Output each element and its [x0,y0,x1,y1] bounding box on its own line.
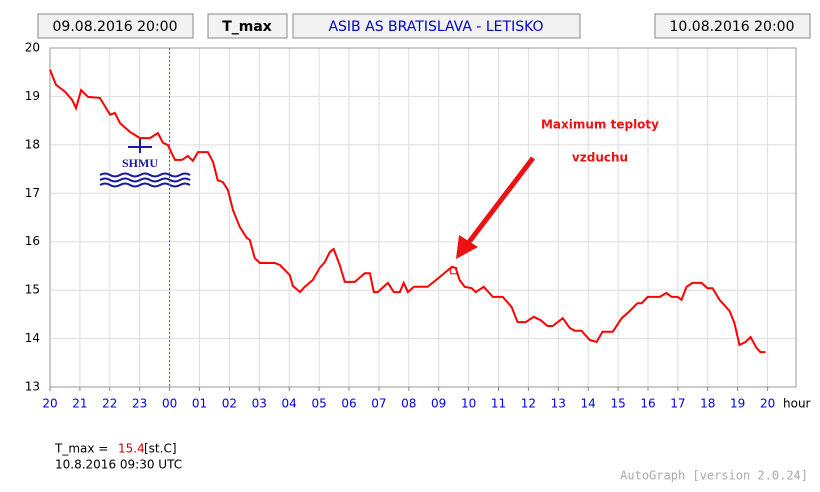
annotation: Maximum teploty [541,118,659,132]
x-tick-label: 22 [102,397,117,411]
y-tick-label: 19 [25,89,40,103]
header-box [207,13,288,39]
x-tick-label: 20 [42,397,57,411]
y-tick-label: 16 [25,234,40,248]
x-tick-label: 06 [341,397,356,411]
x-unit: hour [783,397,811,411]
x-tick-label: 02 [222,397,237,411]
x-tick-label: 08 [401,397,416,411]
station-name: ASIB AS BRATISLAVA - LETISKO [328,19,543,35]
header-box [292,13,581,39]
x-tick-label: 04 [282,397,297,411]
x-tick-label: 17 [670,397,685,411]
end-time: 10.08.2016 20:00 [670,19,795,35]
annotation: vzduchu [572,151,628,165]
x-tick-label: 21 [72,397,87,411]
x-tick-label: 19 [730,397,745,411]
header-box [37,13,194,39]
y-tick-label: 20 [25,41,40,55]
annotation-arrow [464,156,535,248]
readout-value: 15.4 [118,442,145,456]
start-time: 09.08.2016 20:00 [53,19,178,35]
x-tick-label: 11 [491,397,506,411]
y-tick-label: 14 [25,331,40,345]
x-tick-label: 15 [610,397,625,411]
readout-time: 10.8.2016 09:30 UTC [55,458,182,472]
x-tick-label: 07 [371,397,386,411]
readout-label: T_max = [54,442,108,456]
x-tick-label: 03 [252,397,267,411]
x-tick-label: 18 [700,397,715,411]
y-tick-label: 18 [25,137,40,151]
x-tick-label: 05 [311,397,326,411]
variable-name: T_max [222,19,272,35]
readout-unit: [st.C] [144,442,177,456]
x-tick-label: 01 [192,397,207,411]
x-tick-label: 09 [431,397,446,411]
header-box [654,13,811,39]
x-tick-label: 13 [551,397,566,411]
y-tick-label: 13 [25,380,40,394]
x-tick-label: 20 [760,397,775,411]
footer: AutoGraph [version 2.0.24] [620,469,808,483]
x-tick-label: 16 [640,397,655,411]
y-tick-label: 17 [25,186,40,200]
x-tick-label: 12 [521,397,536,411]
y-tick-label: 15 [25,283,40,297]
plot-frame [49,47,797,388]
x-tick-label: 23 [132,397,147,411]
highlight-marker [450,267,458,275]
logo-waves [99,172,191,188]
x-tick-label: 10 [461,397,476,411]
logo-text: SHMU [122,156,158,170]
arrow-head [456,235,478,259]
x-tick-label: 00 [162,397,177,411]
x-tick-label: 14 [581,397,596,411]
data-line [49,69,766,354]
logo: SHMU [99,137,191,188]
